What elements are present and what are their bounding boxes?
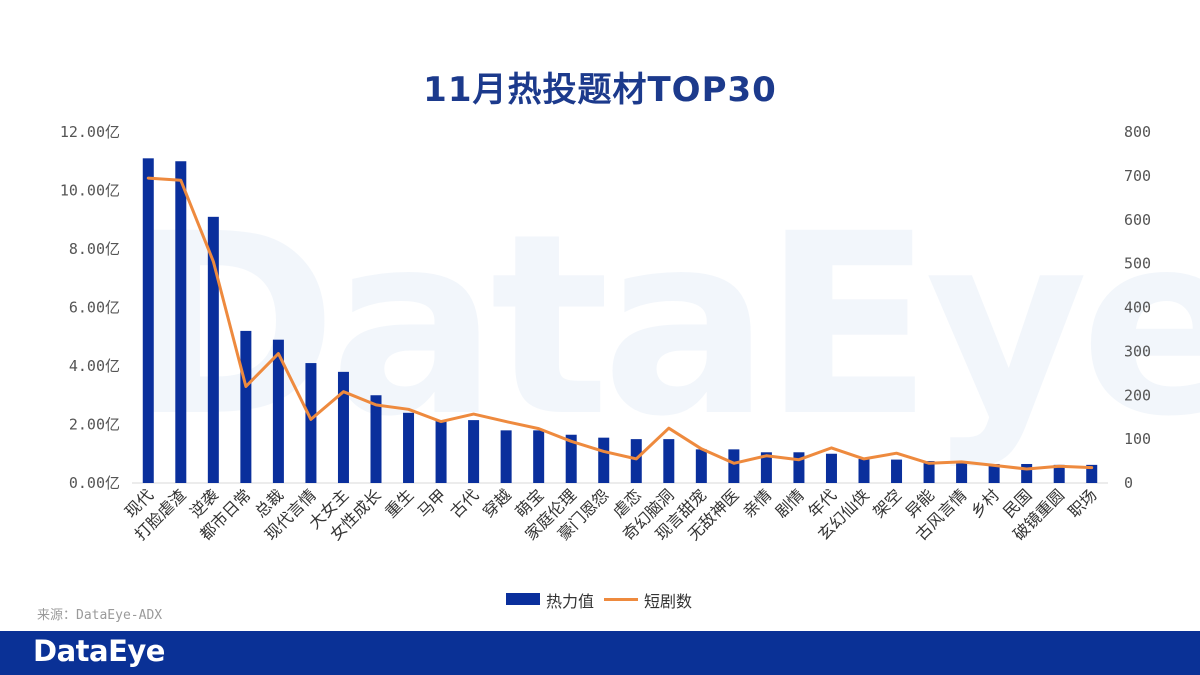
y-left-tick-label: 0.00亿 [69,474,120,492]
y-right-tick-label: 700 [1124,167,1151,185]
chart-title: 11月热投题材TOP30 [423,70,777,110]
bar [500,430,512,483]
y-left-tick-label: 12.00亿 [60,123,120,141]
bar [370,395,382,483]
bar [760,452,772,483]
bar [695,449,707,483]
y-right-tick-label: 0 [1124,474,1133,492]
y-left-tick-label: 10.00亿 [60,182,120,200]
bar [956,462,968,483]
footer-bar: DataEye [0,631,1200,675]
x-category-label: 古代 [446,485,482,521]
y-left-tick-label: 6.00亿 [69,299,120,317]
bar [825,453,837,483]
bar [533,430,545,483]
footer-logo: DataEye [33,634,165,668]
source-note: 来源：DataEye-ADX [37,608,163,623]
bar [1053,464,1065,483]
bar [565,434,577,483]
bar [663,439,675,483]
bar [305,363,317,483]
bar [142,158,154,483]
y-left-tick-label: 4.00亿 [69,357,120,375]
bar [175,161,187,483]
bar [272,339,284,483]
x-category-label: 重生 [381,485,417,521]
y-right-tick-label: 500 [1124,255,1151,273]
bar [240,330,252,483]
x-category-label: 乡村 [967,485,1003,521]
bar [1021,463,1033,483]
bar [793,452,805,483]
y-right-tick-label: 800 [1124,123,1151,141]
bar [598,437,610,483]
y-left-tick-label: 8.00亿 [69,240,120,258]
chart-svg: 0.00亿 2.00亿 4.00亿 6.00亿 8.00亿 10.00亿 12.00亿 0 10… [60,123,1151,544]
y-right-tick-label: 400 [1124,299,1151,317]
bar [988,463,1000,483]
bar [337,371,349,483]
line-series-shortdrama [146,176,1094,471]
x-category-label: 架空 [869,485,905,521]
legend-bar-label: 热力值 [546,592,595,611]
legend-line-label: 短剧数 [644,592,693,611]
bar [468,420,480,483]
x-category-label: 职场 [1064,485,1100,521]
x-category-label: 穿越 [479,485,515,521]
y-right-tick-label: 100 [1124,430,1151,448]
y-left-tick-label: 2.00亿 [69,416,120,434]
y-right-tick-label: 200 [1124,386,1151,404]
x-category-label: 亲情 [739,485,775,521]
bar [858,459,870,483]
bar [403,412,415,483]
x-category-label: 马甲 [414,485,450,521]
bar [207,216,219,483]
bar [891,459,903,483]
bar [923,461,935,483]
bar [435,420,447,483]
bar [1086,464,1098,483]
bar [728,449,740,483]
legend-bar-swatch [506,593,540,605]
y-right-tick-label: 600 [1124,211,1151,229]
bar [630,439,642,483]
y-right-tick-label: 300 [1124,342,1151,360]
legend-line-swatch [604,598,638,601]
x-category-label: 剧情 [772,485,808,521]
